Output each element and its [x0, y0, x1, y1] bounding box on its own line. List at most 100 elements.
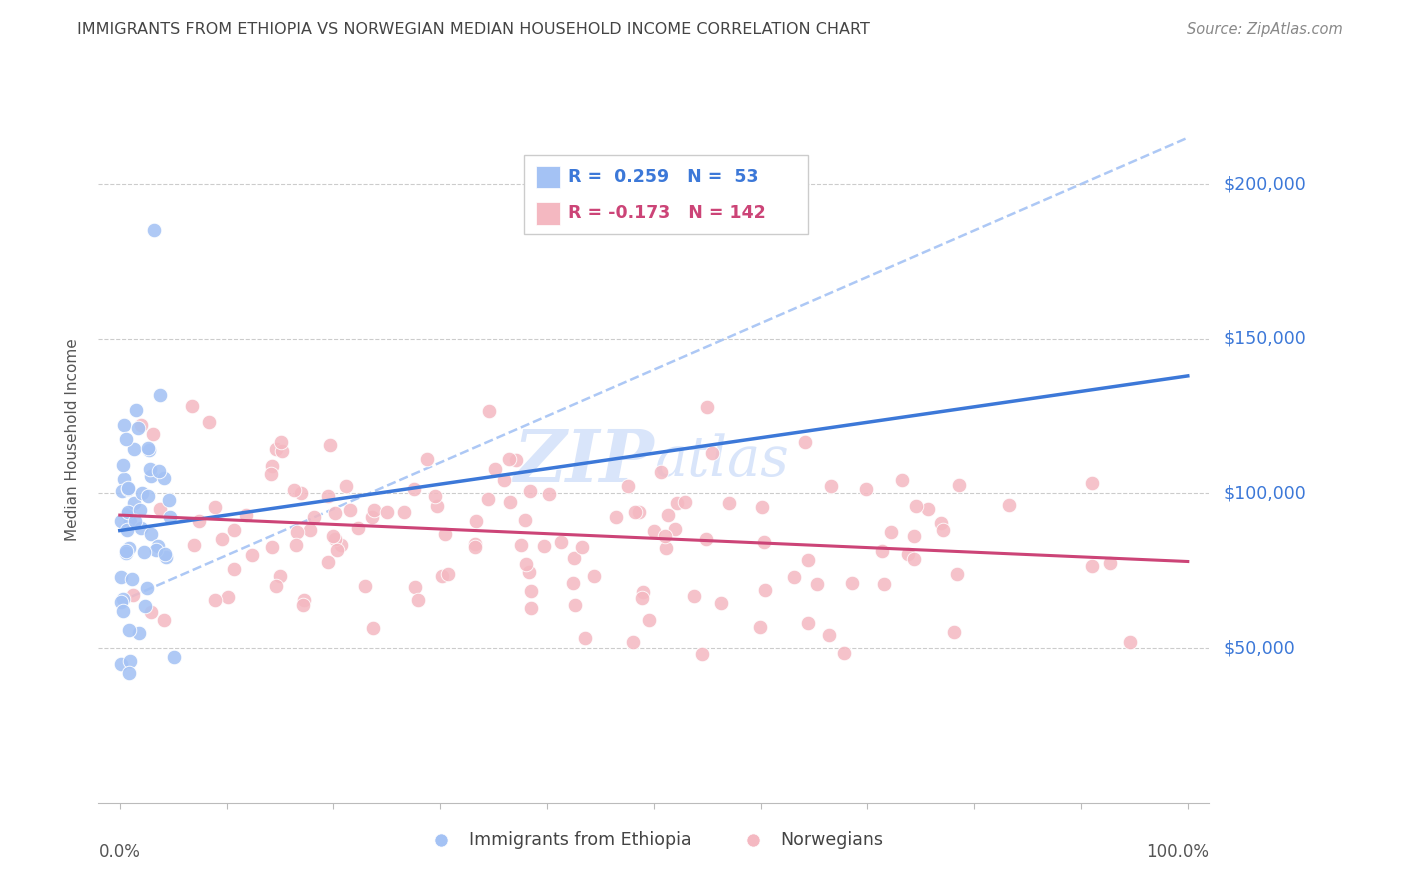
- Point: [655, 541, 678, 555]
- Point: [904, 500, 927, 514]
- Point: [917, 501, 939, 516]
- Point: [406, 592, 429, 607]
- Point: [465, 514, 488, 528]
- Point: [139, 526, 162, 541]
- Point: [323, 533, 346, 547]
- Point: [430, 568, 453, 582]
- Point: [125, 402, 148, 417]
- Point: [118, 623, 141, 637]
- Point: [360, 510, 382, 524]
- Point: [654, 529, 676, 543]
- Point: [128, 503, 150, 517]
- Point: [498, 452, 520, 467]
- Point: [204, 593, 226, 607]
- Point: [797, 615, 820, 630]
- Point: [149, 388, 172, 402]
- Point: [112, 472, 135, 486]
- Point: [505, 452, 527, 467]
- Point: [354, 579, 377, 593]
- Point: [283, 483, 305, 497]
- Point: [217, 590, 239, 604]
- Point: [643, 524, 665, 538]
- Text: Source: ZipAtlas.com: Source: ZipAtlas.com: [1187, 22, 1343, 37]
- Point: [270, 435, 292, 450]
- Point: [617, 479, 640, 493]
- Point: [515, 558, 537, 572]
- Point: [115, 545, 138, 559]
- Point: [264, 579, 287, 593]
- Point: [751, 500, 773, 514]
- Point: [749, 619, 772, 633]
- Point: [942, 625, 965, 640]
- Point: [797, 553, 820, 567]
- Point: [832, 646, 855, 660]
- Point: [111, 592, 134, 607]
- Point: [124, 514, 146, 528]
- Point: [903, 552, 925, 566]
- Point: [520, 583, 543, 598]
- Point: [129, 417, 152, 432]
- Point: [235, 508, 257, 522]
- Text: IMMIGRANTS FROM ETHIOPIA VS NORWEGIAN MEDIAN HOUSEHOLD INCOME CORRELATION CHART: IMMIGRANTS FROM ETHIOPIA VS NORWEGIAN ME…: [77, 22, 870, 37]
- Point: [582, 569, 605, 583]
- Point: [155, 550, 177, 565]
- Point: [302, 509, 325, 524]
- Point: [335, 478, 357, 492]
- Point: [880, 524, 903, 539]
- Point: [478, 404, 501, 418]
- Point: [111, 458, 134, 472]
- Point: [605, 510, 627, 524]
- Point: [159, 510, 181, 524]
- Point: [112, 604, 135, 618]
- Point: [145, 542, 167, 557]
- Point: [121, 572, 143, 586]
- Point: [124, 442, 146, 456]
- Point: [437, 567, 460, 582]
- Point: [330, 538, 353, 552]
- Point: [139, 469, 162, 483]
- Point: [118, 515, 141, 529]
- Point: [363, 503, 385, 517]
- Point: [820, 479, 842, 493]
- Point: [932, 523, 955, 537]
- Point: [114, 544, 136, 558]
- Point: [138, 462, 160, 476]
- Point: [873, 577, 896, 591]
- Legend: Immigrants from Ethiopia, Norwegians: Immigrants from Ethiopia, Norwegians: [418, 824, 890, 856]
- Point: [1080, 475, 1102, 490]
- Text: 100.0%: 100.0%: [1146, 843, 1209, 861]
- Point: [187, 514, 209, 528]
- Point: [299, 523, 322, 537]
- Point: [464, 537, 486, 551]
- Point: [117, 504, 139, 518]
- Point: [499, 495, 522, 509]
- Point: [180, 399, 202, 413]
- Point: [290, 486, 312, 500]
- Point: [946, 566, 969, 581]
- Point: [890, 473, 912, 487]
- Point: [550, 535, 572, 549]
- Point: [513, 513, 536, 527]
- Point: [683, 589, 706, 603]
- Point: [115, 507, 138, 521]
- Point: [571, 540, 593, 554]
- Point: [517, 565, 540, 579]
- Point: [628, 505, 651, 519]
- Point: [153, 547, 176, 561]
- Point: [110, 594, 132, 608]
- Point: [149, 502, 172, 516]
- Point: [287, 525, 309, 540]
- Point: [377, 505, 399, 519]
- Point: [134, 599, 156, 613]
- Point: [1081, 559, 1104, 574]
- Point: [696, 400, 718, 414]
- Point: [510, 538, 533, 552]
- Point: [269, 569, 291, 583]
- Point: [426, 499, 449, 513]
- Point: [347, 520, 370, 534]
- Point: [148, 464, 170, 478]
- Point: [117, 483, 139, 497]
- Point: [110, 657, 132, 671]
- Point: [897, 547, 920, 561]
- Point: [224, 561, 246, 575]
